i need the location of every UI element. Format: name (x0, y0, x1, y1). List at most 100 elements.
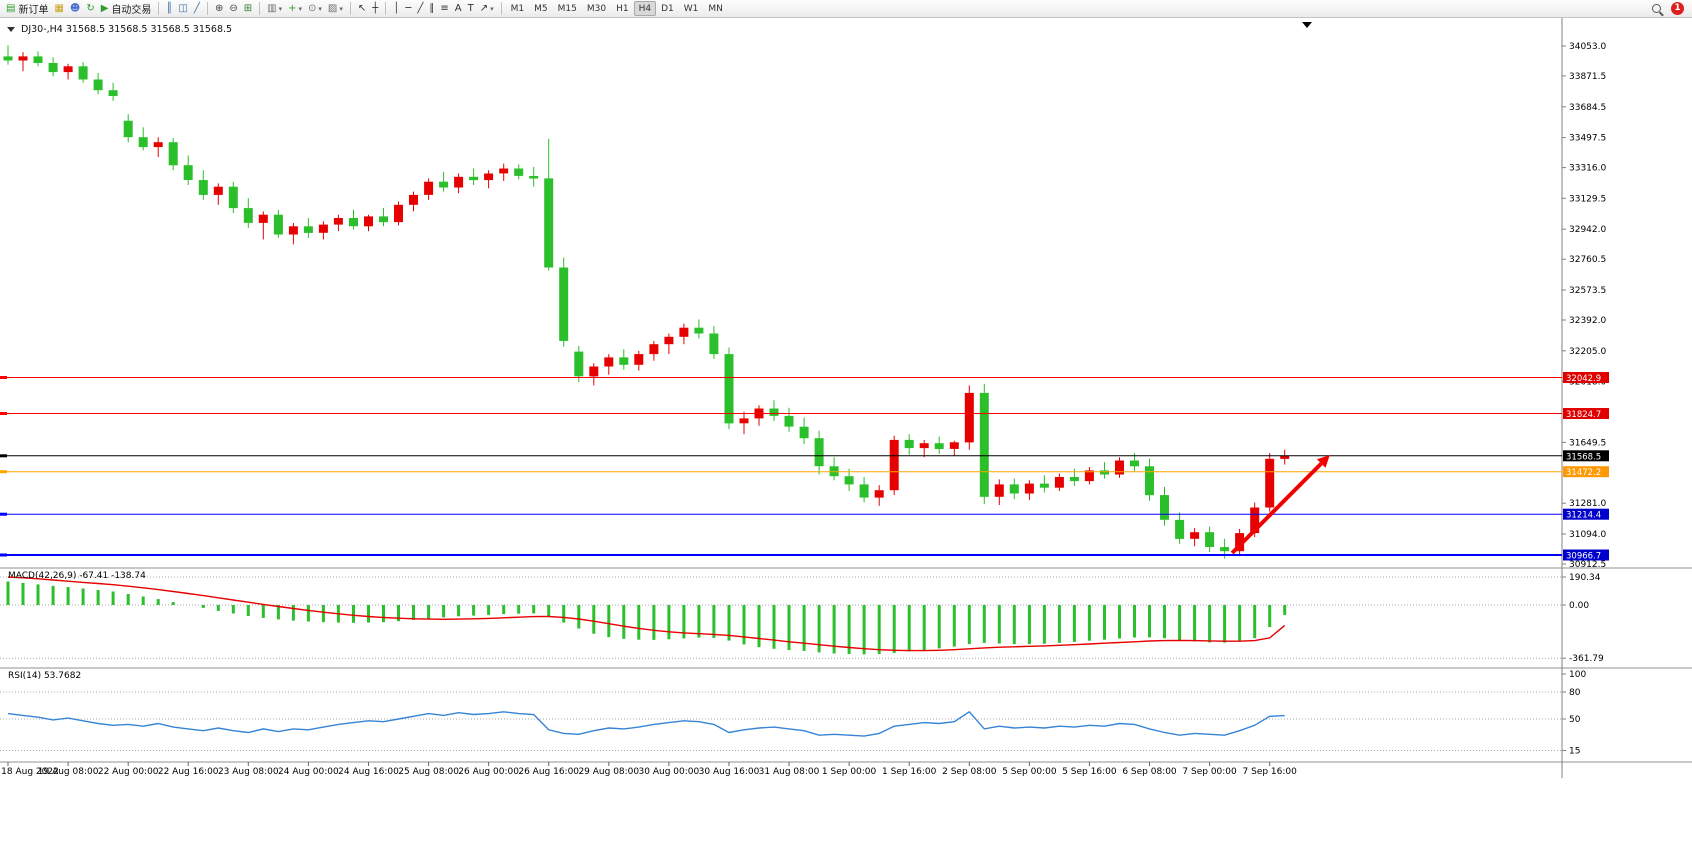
one-click-trading-toggle[interactable] (7, 27, 15, 32)
horizontal-line-object[interactable]: 32042.9 (0, 372, 1609, 384)
time-axis-label: 24 Aug 00:00 (278, 767, 339, 777)
market-watch-button[interactable]: ☻ (67, 1, 83, 17)
candle (1130, 460, 1139, 467)
candle (1175, 519, 1185, 539)
candle (604, 357, 614, 367)
candle (138, 137, 148, 148)
templates-button[interactable]: ▨ ▾ (325, 1, 346, 17)
candle (424, 181, 434, 195)
candle (799, 426, 809, 439)
time-axis-label: 30 Aug 00:00 (639, 767, 700, 777)
vertical-line-icon: │ (393, 2, 400, 14)
price-axis-label: 32760.5 (1569, 255, 1606, 265)
toolbar-separator (206, 2, 208, 15)
toolbar-separator (158, 2, 160, 15)
price-line-badge: 31568.5 (1566, 452, 1601, 462)
bar-chart-mode-button[interactable]: ║ (163, 1, 175, 17)
periods-button[interactable]: ⊙ ▾ (305, 1, 325, 17)
time-axis-label: 19 Aug 08:00 (38, 767, 99, 777)
time-axis-label: 2 Sep 08:00 (942, 767, 997, 777)
candle (544, 178, 554, 268)
chevron-down-icon: ▾ (318, 4, 322, 13)
candle (559, 267, 569, 341)
vertical-line-button[interactable]: │ (390, 1, 402, 17)
timeframe-d1-button[interactable]: D1 (661, 3, 674, 14)
candle (303, 226, 313, 233)
time-axis-label: 25 Aug 08:00 (398, 767, 459, 777)
candle (228, 186, 238, 209)
channel-button[interactable]: ∥ (426, 1, 437, 17)
candle (499, 168, 509, 174)
candle (919, 443, 929, 449)
indicators-button[interactable]: + ▾ (285, 1, 305, 17)
candle (949, 442, 959, 449)
crosshair-icon: ┼ (372, 2, 379, 14)
scroll-position-marker[interactable] (1302, 22, 1312, 28)
candle (589, 366, 599, 377)
toolbar-right-icons: 1 (1652, 2, 1684, 15)
candle (123, 120, 133, 138)
candle (379, 216, 388, 223)
search-icon[interactable] (1652, 4, 1661, 13)
text-label-button[interactable]: T (465, 1, 477, 17)
auto-trading-button[interactable]: ▶ 自动交易 (98, 1, 155, 17)
text-button[interactable]: A (452, 1, 465, 17)
time-axis-label: 1 Sep 16:00 (882, 767, 937, 777)
new-chart-icon: ▥ (267, 2, 277, 14)
crosshair-button[interactable]: ┼ (369, 1, 381, 17)
candle (889, 439, 899, 491)
timeframe-h4-button[interactable]: H4 (633, 1, 657, 16)
candle (213, 186, 223, 195)
candle (1145, 466, 1154, 496)
candle (874, 490, 884, 498)
candle (649, 344, 659, 355)
candle (1054, 477, 1064, 488)
arrows-button[interactable]: ↗ ▾ (477, 1, 497, 17)
refresh-icon: ↻ (86, 2, 95, 14)
timeframe-m30-button[interactable]: M30 (586, 3, 607, 14)
timeframe-m1-button[interactable]: M1 (510, 3, 525, 14)
new-chart-button[interactable]: ▥ ▾ (264, 1, 285, 17)
refresh-button[interactable]: ↻ (83, 1, 97, 17)
candle (1190, 532, 1200, 539)
new-order-button[interactable]: ▤ 新订单 (3, 1, 51, 17)
tile-windows-button[interactable]: ⊞ (241, 1, 255, 17)
price-axis-label: 31094.0 (1569, 530, 1606, 540)
horizontal-line-object[interactable]: 31568.5 (0, 450, 1609, 462)
charts-button[interactable]: ▦ (51, 1, 66, 17)
trendline-button[interactable]: ╱ (414, 1, 426, 17)
macd-histogram (6, 581, 1287, 655)
notification-badge[interactable]: 1 (1671, 2, 1684, 15)
horizontal-line-icon: ─ (405, 2, 412, 14)
zoom-out-button[interactable]: ⊖ (226, 1, 240, 17)
timeframe-m5-button[interactable]: M5 (534, 3, 548, 14)
timeframe-h1-button[interactable]: H1 (616, 3, 629, 14)
candle (168, 142, 178, 166)
horizontal-line-button[interactable]: ─ (402, 1, 414, 17)
horizontal-line-object[interactable]: 31472.2 (0, 466, 1609, 478)
candlestick-mode-button[interactable]: ◫ (175, 1, 190, 17)
auto-trading-button-label: 自动交易 (111, 5, 152, 16)
candle (529, 176, 539, 179)
text-icon: A (454, 2, 462, 14)
time-axis-label: 30 Aug 16:00 (699, 767, 760, 777)
cursor-button[interactable]: ↖ (355, 1, 369, 17)
chart-canvas[interactable]: 34053.0 33871.5 33684.5 33497.5 33316.0 33129… (0, 18, 1692, 844)
horizontal-line-object[interactable]: 31824.7 (0, 408, 1609, 420)
price-axis-label: 32205.0 (1569, 347, 1606, 357)
templates-icon: ▨ (327, 2, 338, 14)
timeframe-mn-button[interactable]: MN (708, 3, 723, 14)
horizontal-line-object[interactable]: 30966.7 (0, 549, 1609, 562)
market-watch-icon: ☻ (69, 2, 81, 14)
timeframe-w1-button[interactable]: W1 (683, 3, 699, 14)
zoom-out-icon: ⊖ (229, 2, 238, 14)
price-axis-label: 30912.5 (1569, 560, 1606, 570)
candle (333, 218, 343, 225)
line-chart-mode-button[interactable]: ╱ (191, 1, 203, 17)
chart-window[interactable]: 34053.0 33871.5 33684.5 33497.5 33316.0 33129… (0, 18, 1692, 844)
trend-arrow-object[interactable] (1230, 455, 1330, 555)
zoom-in-button[interactable]: ⊕ (212, 1, 226, 17)
fibonacci-button[interactable]: ≡ (437, 1, 451, 17)
timeframe-m15-button[interactable]: M15 (557, 3, 577, 14)
horizontal-line-object[interactable]: 31214.4 (0, 508, 1609, 521)
